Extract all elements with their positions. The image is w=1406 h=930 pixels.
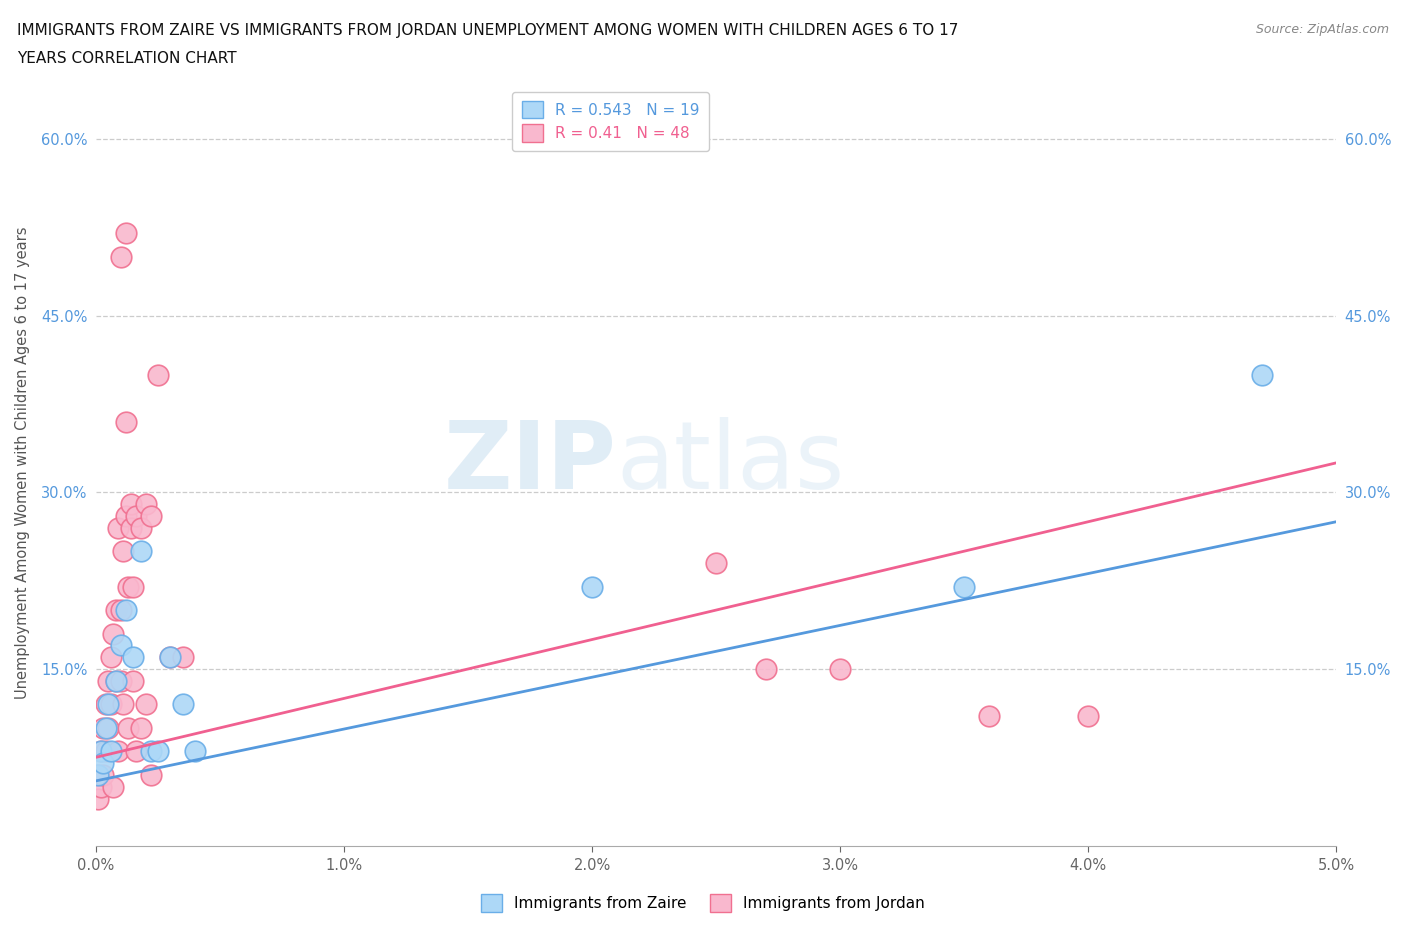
Text: Source: ZipAtlas.com: Source: ZipAtlas.com (1256, 23, 1389, 36)
Point (110, 603, 132, 618)
Point (93, 721, 115, 736)
Point (139, 767, 162, 782)
Point (90, 744, 112, 759)
Point (97, 721, 120, 736)
Point (122, 579, 145, 594)
Point (100, 650, 122, 665)
Point (87, 791, 110, 806)
Point (172, 697, 194, 711)
Point (139, 509, 162, 524)
Point (184, 744, 207, 759)
Point (100, 697, 122, 711)
Point (146, 744, 169, 759)
Point (93, 756, 115, 771)
Text: atlas: atlas (617, 417, 845, 509)
Point (104, 673, 127, 688)
Point (159, 650, 181, 665)
Text: YEARS CORRELATION CHART: YEARS CORRELATION CHART (17, 51, 236, 66)
Point (103, 626, 125, 641)
Point (110, 249, 132, 264)
Point (117, 721, 139, 736)
Point (107, 520, 129, 535)
Point (129, 520, 152, 535)
Point (953, 579, 976, 594)
Point (117, 579, 139, 594)
Point (107, 744, 129, 759)
Point (120, 520, 142, 535)
Point (112, 544, 135, 559)
Point (135, 497, 157, 512)
Point (97, 673, 120, 688)
Point (114, 226, 136, 241)
Point (110, 673, 132, 688)
Point (146, 367, 169, 382)
Point (114, 603, 136, 618)
Point (139, 744, 162, 759)
Y-axis label: Unemployment Among Women with Children Ages 6 to 17 years: Unemployment Among Women with Children A… (15, 227, 30, 699)
Point (172, 650, 194, 665)
Point (112, 697, 135, 711)
Point (135, 697, 157, 711)
Text: IMMIGRANTS FROM ZAIRE VS IMMIGRANTS FROM JORDAN UNEMPLOYMENT AMONG WOMEN WITH CH: IMMIGRANTS FROM ZAIRE VS IMMIGRANTS FROM… (17, 23, 959, 38)
Point (124, 744, 146, 759)
Point (704, 555, 727, 570)
Point (977, 709, 1000, 724)
Point (110, 638, 132, 653)
Point (104, 673, 127, 688)
Point (122, 673, 145, 688)
Point (1250, 367, 1272, 382)
Legend: Immigrants from Zaire, Immigrants from Jordan: Immigrants from Zaire, Immigrants from J… (475, 888, 931, 918)
Point (103, 779, 125, 794)
Text: ZIP: ZIP (444, 417, 617, 509)
Point (755, 661, 778, 676)
Point (159, 650, 181, 665)
Legend: R = 0.543   N = 19, R = 0.41   N = 48: R = 0.543 N = 19, R = 0.41 N = 48 (512, 91, 709, 152)
Point (100, 744, 122, 759)
Point (90, 744, 112, 759)
Point (124, 509, 146, 524)
Point (87, 767, 110, 782)
Point (1077, 709, 1099, 724)
Point (581, 579, 603, 594)
Point (94, 721, 117, 736)
Point (93, 767, 115, 782)
Point (120, 497, 142, 512)
Point (90, 779, 112, 794)
Point (97, 697, 120, 711)
Point (114, 414, 136, 429)
Point (94, 744, 117, 759)
Point (114, 509, 136, 524)
Point (122, 650, 145, 665)
Point (104, 603, 127, 618)
Point (129, 544, 152, 559)
Point (87, 767, 110, 782)
Point (129, 721, 152, 736)
Point (94, 697, 117, 711)
Point (828, 661, 851, 676)
